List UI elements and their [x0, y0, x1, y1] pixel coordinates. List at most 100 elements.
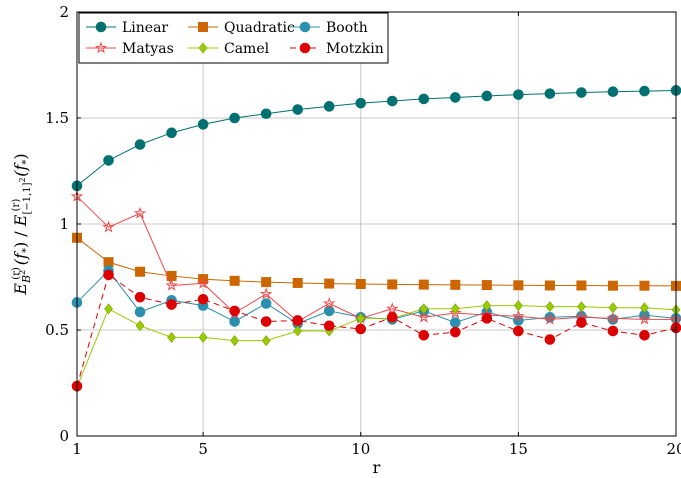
data-point-motzkin — [513, 325, 524, 337]
ylabel-num-arg: (f — [11, 250, 30, 265]
data-point-matyas — [259, 287, 273, 300]
data-point-matyas — [386, 302, 399, 315]
series-matyas — [70, 189, 681, 327]
data-point-linear — [639, 85, 650, 97]
ylabel-den-arg: (f — [11, 162, 30, 177]
data-point-quadratic — [103, 257, 114, 268]
data-point-quadratic — [261, 277, 272, 288]
data-point-linear — [544, 88, 556, 99]
y-axis-label: EB2(r)(f*) / E[−1,1]2(r)(f*) — [11, 153, 33, 295]
ylabel-den-arg-sub: * — [21, 160, 32, 165]
data-point-camel — [104, 303, 113, 315]
data-point-linear — [103, 155, 114, 166]
data-point-quadratic — [639, 280, 650, 291]
grid — [76, 11, 677, 437]
data-point-motzkin — [418, 330, 430, 341]
data-point-motzkin — [639, 330, 650, 341]
data-point-camel — [230, 335, 240, 347]
ylabel-den-close: ) — [11, 153, 30, 159]
data-point-motzkin — [355, 323, 367, 335]
ylabel-den-sub: [−1,1] — [22, 182, 33, 214]
data-point-matyas — [165, 278, 178, 291]
data-point-quadratic — [229, 275, 240, 286]
data-point-linear — [418, 93, 430, 105]
data-point-linear — [229, 112, 240, 124]
data-point-motzkin — [197, 293, 209, 305]
data-point-camel — [167, 331, 176, 343]
data-point-quadratic — [544, 280, 555, 291]
data-point-quadratic — [513, 280, 524, 291]
data-point-camel — [482, 300, 492, 312]
data-point-matyas — [102, 220, 115, 233]
data-point-quadratic — [135, 266, 146, 277]
x-tick-label: 1 — [72, 440, 82, 458]
data-point-motzkin — [576, 317, 587, 328]
data-point-motzkin — [386, 311, 398, 323]
data-point-matyas — [512, 309, 525, 322]
y-tick-label: 2 — [59, 3, 69, 21]
data-point-quadratic — [387, 279, 398, 290]
x-tick-label: 5 — [198, 440, 208, 458]
series-line-camel — [76, 305, 677, 388]
series-quadratic — [72, 232, 681, 291]
data-point-camel — [356, 312, 366, 324]
legend-label-camel: Camel — [224, 41, 270, 57]
axis-labels: r EB2(r)(f*) / E[−1,1]2(r)(f*) — [11, 153, 381, 477]
ylabel-num-main: E — [11, 283, 30, 296]
y-tick-label: 1.5 — [45, 109, 69, 127]
series-line-matyas — [76, 196, 676, 323]
y-tick-label: 0 — [59, 427, 69, 445]
data-point-motzkin — [292, 315, 303, 326]
data-point-motzkin — [229, 305, 240, 317]
data-point-camel — [640, 302, 649, 314]
data-point-camel — [419, 303, 429, 315]
data-point-linear — [386, 95, 398, 107]
x-axis-label: r — [373, 458, 381, 477]
legend-marker-booth — [299, 21, 311, 33]
data-point-booth — [229, 316, 240, 327]
data-point-motzkin — [481, 313, 493, 324]
data-point-matyas — [417, 310, 430, 323]
data-point-linear — [481, 90, 493, 102]
data-point-matyas — [133, 206, 147, 219]
data-point-camel — [293, 325, 303, 337]
data-point-matyas — [323, 296, 336, 309]
legend-label-linear: Linear — [122, 20, 168, 36]
data-point-camel — [261, 335, 271, 347]
data-point-quadratic — [324, 278, 335, 289]
ylabel-slash: / — [11, 226, 30, 242]
legend-box — [78, 12, 389, 64]
ylabel-num-arg-sub: * — [21, 248, 32, 253]
data-point-linear — [513, 89, 524, 100]
data-point-booth — [260, 298, 272, 309]
data-point-linear — [576, 87, 587, 98]
data-point-motzkin — [323, 320, 335, 332]
data-point-matyas — [638, 312, 651, 325]
data-point-motzkin — [166, 299, 177, 310]
series-linear — [71, 85, 681, 192]
data-point-matyas — [449, 306, 462, 319]
data-point-quadratic — [292, 277, 303, 288]
ylabel-den-main: E — [11, 214, 30, 227]
data-point-quadratic — [576, 280, 587, 291]
legend-marker-linear — [95, 21, 107, 33]
x-tick-label: 20 — [666, 440, 681, 458]
data-point-matyas — [606, 311, 620, 324]
data-point-motzkin — [260, 316, 272, 327]
data-point-motzkin — [450, 326, 461, 338]
legend-label-quadratic: Quadratic — [224, 20, 295, 36]
y-tick-label: 1 — [59, 215, 69, 233]
data-point-booth — [323, 305, 335, 317]
data-point-quadratic — [607, 280, 618, 291]
x-tick-label: 10 — [351, 440, 370, 458]
data-point-linear — [607, 86, 619, 98]
data-point-camel — [135, 320, 145, 332]
legend-marker-quadratic — [198, 22, 208, 32]
data-point-quadratic — [355, 278, 366, 289]
legend-marker-camel — [198, 42, 208, 54]
data-point-quadratic — [450, 279, 461, 290]
series-motzkin — [71, 269, 681, 392]
ylabel-num-sub: B — [20, 275, 33, 284]
series-line-motzkin — [76, 274, 677, 387]
